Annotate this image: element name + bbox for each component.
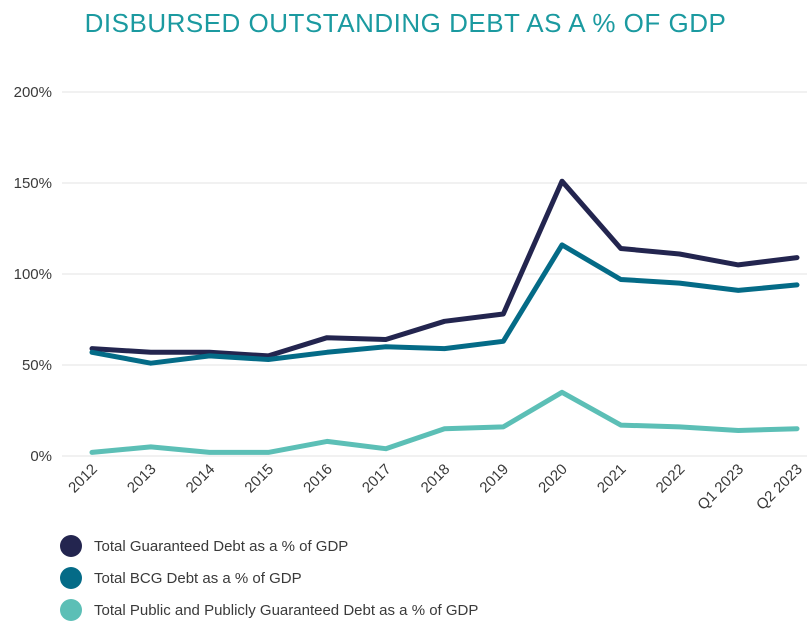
series-lines (89, 178, 800, 455)
legend-swatch-icon (60, 535, 82, 557)
x-tick-label: 2012 (65, 461, 101, 497)
x-tick-label: Q2 2023 (753, 461, 806, 514)
legend-label: Total Public and Publicly Guaranteed Deb… (94, 601, 479, 619)
legend-item: Total Public and Publicly Guaranteed Deb… (60, 594, 478, 626)
y-tick-label: 150% (14, 175, 52, 192)
x-tick-label: 2014 (183, 461, 219, 497)
y-axis-ticks: 0% 50% 100% 150% 200% (14, 84, 52, 465)
x-tick-label: 2013 (124, 461, 160, 497)
x-tick-label: 2022 (653, 461, 689, 497)
x-tick-label: 2017 (359, 461, 395, 497)
grid-lines (62, 91, 807, 457)
series-line-3 (89, 389, 800, 455)
x-tick-label: 2018 (418, 461, 454, 497)
x-axis-ticks: 2012 2013 2014 2015 2016 2017 2018 2019 2020 2021… (65, 461, 806, 514)
x-tick-label: Q1 2023 (694, 461, 747, 514)
series-line-2 (89, 242, 800, 366)
y-tick-label: 200% (14, 84, 52, 101)
line-chart: 0%50%100%150%200% 2012 2013 2014 2015 2016 20… (14, 84, 807, 514)
x-tick-label: 2020 (535, 461, 571, 497)
legend-label: Total BCG Debt as a % of GDP (94, 569, 302, 587)
chart-title: DISBURSED OUTSTANDING DEBT AS A % OF GDP (84, 8, 727, 38)
x-tick-label: 2021 (594, 461, 630, 497)
x-tick-label: 2015 (241, 461, 277, 497)
legend-swatch-icon (60, 567, 82, 589)
y-tick-label: 50% (22, 357, 52, 374)
x-tick-label: 2019 (476, 461, 512, 497)
legend-item: Total BCG Debt as a % of GDP (60, 562, 478, 594)
x-tick-label: 2016 (300, 461, 336, 497)
series-line-1 (89, 178, 800, 359)
legend-item: Total Guaranteed Debt as a % of GDP (60, 530, 478, 562)
y-tick-label: 100% (14, 266, 52, 283)
legend-label: Total Guaranteed Debt as a % of GDP (94, 537, 349, 555)
legend: Total Guaranteed Debt as a % of GDP Total… (60, 530, 478, 626)
y-tick-label: 0% (30, 448, 52, 465)
legend-swatch-icon (60, 599, 82, 621)
